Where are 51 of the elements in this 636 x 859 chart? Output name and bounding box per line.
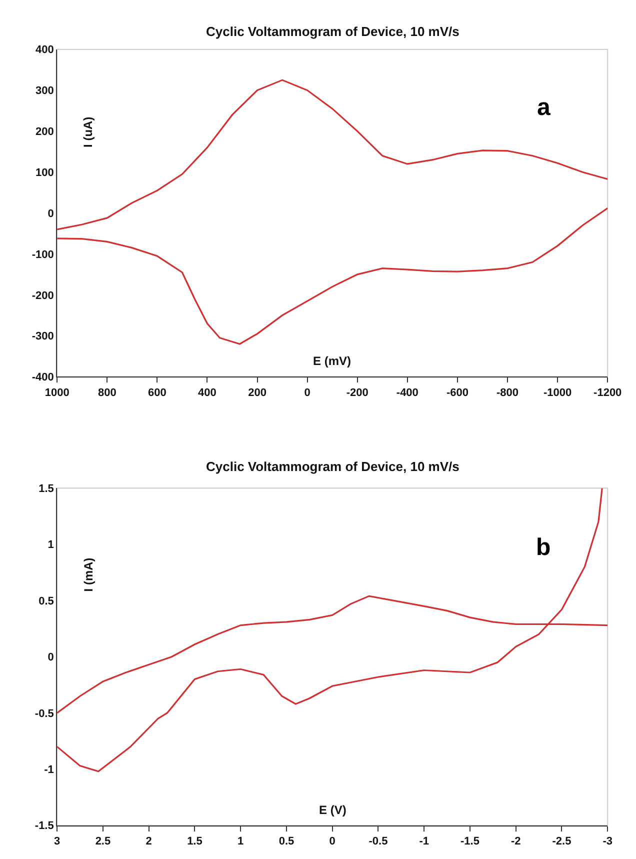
y-tick-label: 0 xyxy=(48,208,54,220)
annotation: b xyxy=(536,534,551,561)
x-tick-label: 0 xyxy=(329,836,336,848)
x-tick-label: 600 xyxy=(148,386,166,399)
x-tick-label: -400 xyxy=(396,386,418,399)
y-axis-title: I (mA) xyxy=(82,558,96,592)
y-tick-label: 1.5 xyxy=(38,483,54,496)
x-tick-label: 800 xyxy=(98,386,116,399)
y-tick-label: 1 xyxy=(48,539,54,552)
y-tick-label: -200 xyxy=(32,290,54,302)
x-tick-label: 1 xyxy=(238,836,244,848)
y-tick-label: 0 xyxy=(48,652,54,664)
y-tick-label: -100 xyxy=(32,248,54,261)
y-tick-label: -1 xyxy=(44,764,54,776)
x-tick-label: 1.5 xyxy=(187,836,202,848)
y-tick-label: -400 xyxy=(32,372,54,384)
y-tick-label: 400 xyxy=(36,44,54,56)
x-tick-label: 2 xyxy=(146,836,152,848)
x-tick-label: -1000 xyxy=(544,386,572,399)
x-tick-label: 0 xyxy=(304,386,310,399)
annotation: a xyxy=(537,94,551,121)
x-tick-label: -2.5 xyxy=(552,836,572,848)
x-axis-title: E (V) xyxy=(319,803,346,817)
x-tick-label: 2.5 xyxy=(95,836,111,848)
x-tick-label: 0.5 xyxy=(278,836,294,848)
chart-title: Cyclic Voltammogram of Device, 10 mV/s xyxy=(206,24,460,39)
x-tick-label: -800 xyxy=(496,386,519,399)
x-axis-title: E (mV) xyxy=(313,354,352,368)
x-tick-label: -600 xyxy=(446,386,468,399)
x-tick-label: -3 xyxy=(602,836,612,848)
y-tick-label: -0.5 xyxy=(34,708,54,720)
x-tick-label: 1000 xyxy=(44,386,70,399)
y-tick-label: 200 xyxy=(36,126,54,138)
line-series xyxy=(57,79,608,230)
x-tick-label: -0.5 xyxy=(368,836,388,848)
x-tick-label: 3 xyxy=(54,836,60,848)
y-tick-label: -1.5 xyxy=(34,820,54,832)
x-tick-label: -2 xyxy=(510,836,521,848)
x-tick-label: -1.5 xyxy=(460,836,480,848)
x-tick-label: -1 xyxy=(419,836,429,848)
x-tick-label: -200 xyxy=(346,386,368,399)
chart-title: Cyclic Voltammogram of Device, 10 mV/s xyxy=(206,459,460,474)
y-tick-label: 300 xyxy=(36,85,54,98)
x-tick-label: 200 xyxy=(248,386,266,399)
x-tick-label: 400 xyxy=(198,386,216,399)
y-tick-label: -300 xyxy=(32,330,54,343)
x-tick-label: -1200 xyxy=(594,386,622,399)
y-tick-label: 0.5 xyxy=(38,595,54,608)
y-tick-label: 100 xyxy=(36,166,54,179)
line-series xyxy=(57,207,608,345)
y-axis-title: I (uA) xyxy=(80,116,95,148)
